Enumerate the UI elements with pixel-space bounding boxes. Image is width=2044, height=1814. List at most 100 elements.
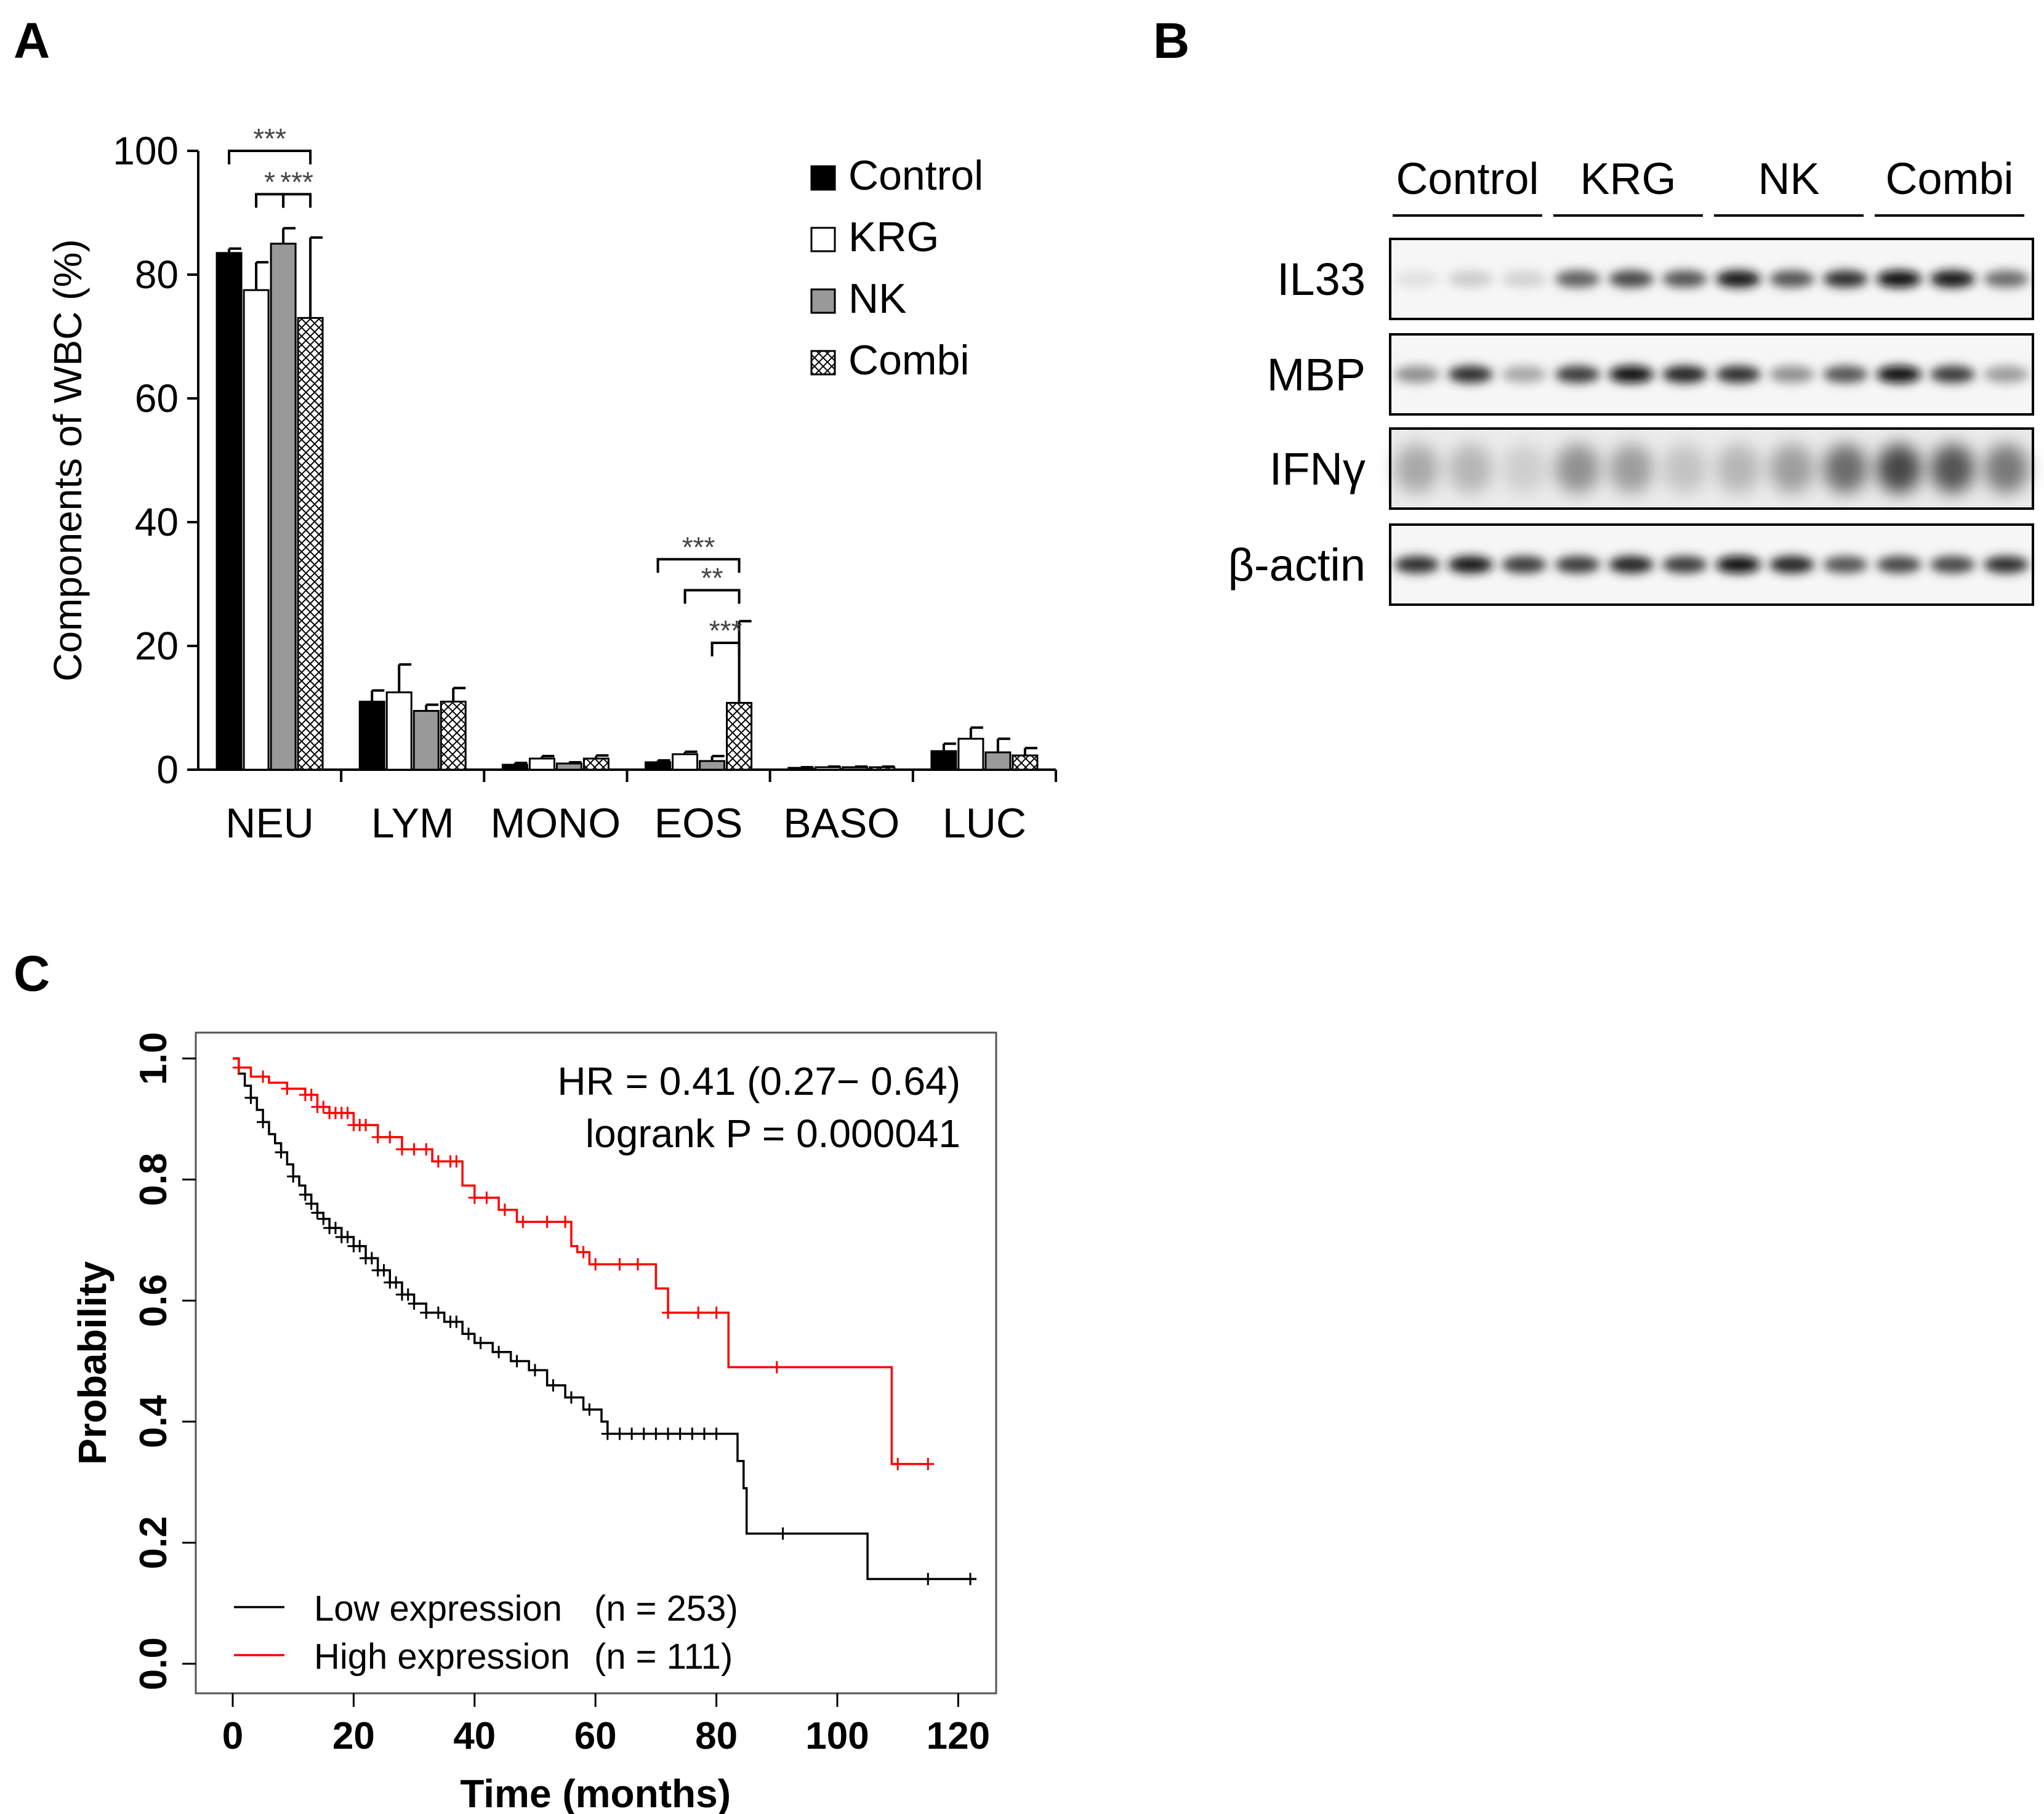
- censor-mark-low-expression: [626, 1427, 638, 1440]
- censor-mark-low-expression: [613, 1427, 626, 1440]
- blot-band: [1929, 270, 1976, 288]
- y-tick-label: 0.2: [132, 1516, 175, 1569]
- blot-band: [1983, 556, 2029, 573]
- censor-mark-high-expression: [232, 1061, 245, 1074]
- censor-mark-low-expression: [662, 1427, 675, 1440]
- blot-group-label-combi: Combi: [1885, 155, 2013, 204]
- survival-chart: 0 20 40 60 80 100 120 0.0 0.2 0.4 0.6 0.8 1.0 Time (m…: [70, 1031, 997, 1814]
- blot-frame: [1389, 238, 2034, 320]
- legend-n-high-expression: (n = 111): [594, 1637, 733, 1677]
- censor-mark-low-expression: [922, 1573, 935, 1586]
- significance-bracket: [282, 193, 312, 208]
- blot-frame: [1389, 523, 2034, 606]
- x-tick-label-eos: EOS: [654, 800, 743, 847]
- blot-row-label-ifn: IFNγ: [1269, 443, 1366, 494]
- blot-band: [1715, 270, 1761, 288]
- x-tick-label: 100: [805, 1715, 869, 1757]
- significance-label: ***: [682, 531, 715, 563]
- blot-band: [1662, 556, 1708, 573]
- blot-group-label-nk: NK: [1758, 155, 1819, 204]
- significance-bracket: [228, 150, 312, 164]
- wbc-bar-chart: 0 20 40 60 80 100 Components of WBC (%) NEU LYM M…: [46, 123, 1057, 847]
- blot-band: [1929, 366, 1976, 383]
- blot-band: [1876, 556, 1922, 573]
- censor-mark-high-expression: [710, 1306, 723, 1319]
- censor-mark-low-expression: [637, 1427, 650, 1440]
- bar-eos-combi: [726, 701, 753, 771]
- bar-eos-krg: [672, 753, 699, 771]
- blot-row-label-il33: IL33: [1277, 254, 1366, 305]
- blot-row-actin: [1389, 523, 2034, 606]
- censor-mark-high-expression: [341, 1107, 354, 1119]
- censor-mark-high-expression: [468, 1191, 481, 1204]
- blot-membrane: [1390, 429, 2033, 509]
- bar-mono-nk: [555, 762, 582, 771]
- censor-mark-low-expression: [401, 1288, 414, 1301]
- x-axis-title: Time (months): [460, 1772, 731, 1814]
- censor-mark-high-expression: [577, 1246, 590, 1259]
- bar-luc-nk: [984, 751, 1012, 771]
- bar-eos-control: [645, 761, 672, 771]
- blot-band: [1769, 366, 1815, 383]
- x-tick-label-luc: LUC: [943, 800, 1026, 847]
- bar-lym-krg: [385, 691, 412, 771]
- censor-mark-low-expression: [365, 1252, 378, 1265]
- blot-band: [1608, 366, 1654, 383]
- y-tick-label: 100: [113, 129, 179, 173]
- censor-mark-low-expression: [317, 1212, 330, 1225]
- censor-mark-low-expression: [510, 1355, 523, 1368]
- significance-bracket: [656, 558, 741, 573]
- censor-mark-low-expression: [450, 1315, 463, 1328]
- censor-mark-low-expression: [377, 1264, 390, 1277]
- censor-mark-high-expression: [408, 1143, 420, 1156]
- significance-label: *: [264, 166, 275, 198]
- blot-band: [1394, 556, 1440, 573]
- blot-band: [1447, 444, 1494, 493]
- legend-n-low-expression: (n = 253): [594, 1589, 738, 1629]
- censor-mark-low-expression: [305, 1197, 318, 1210]
- blot-band: [1501, 270, 1547, 288]
- censor-mark-high-expression: [432, 1155, 445, 1168]
- censor-mark-low-expression: [408, 1297, 420, 1310]
- y-tick-label: 1.0: [132, 1032, 175, 1085]
- blot-row-ifn: [1389, 427, 2034, 510]
- censor-mark-low-expression: [257, 1116, 270, 1129]
- x-tick-label-neu: NEU: [225, 800, 314, 847]
- significance-label: **: [701, 562, 723, 594]
- legend-label-low-expression: Low expression: [314, 1589, 562, 1629]
- blot-band: [1822, 270, 1869, 288]
- blot-band: [1447, 270, 1494, 288]
- legend-swatch-nk: [810, 288, 836, 314]
- blot-band: [1876, 270, 1922, 288]
- blot-band: [1662, 444, 1708, 493]
- censor-mark-high-expression: [371, 1131, 384, 1143]
- blot-band: [1822, 444, 1869, 493]
- y-tick-label: 80: [135, 252, 179, 297]
- censor-mark-high-expression: [589, 1258, 602, 1271]
- censor-mark-low-expression: [565, 1391, 577, 1404]
- legend-label-combi: Combi: [848, 337, 970, 384]
- y-tick-label: 0: [156, 748, 179, 792]
- censor-mark-low-expression: [601, 1427, 614, 1440]
- censor-mark-high-expression: [450, 1155, 463, 1168]
- censor-mark-high-expression: [317, 1100, 330, 1113]
- blot-band: [1876, 366, 1922, 383]
- censor-mark-high-expression: [384, 1131, 396, 1143]
- blot-band: [1983, 366, 2029, 383]
- blot-band: [1501, 444, 1547, 493]
- blot-membrane: [1390, 239, 2033, 319]
- x-tick-label-baso: BASO: [783, 800, 899, 847]
- x-tick-label: 0: [222, 1715, 243, 1757]
- legend-swatch-krg: [810, 227, 836, 252]
- blot-band: [1394, 366, 1440, 383]
- y-axis-title: Probability: [70, 1261, 115, 1465]
- blot-band: [1769, 444, 1815, 493]
- censor-mark-high-expression: [395, 1143, 408, 1156]
- blot-band: [1608, 270, 1654, 288]
- bar-neu-control: [215, 252, 243, 771]
- blot-band: [1876, 444, 1922, 493]
- censor-mark-low-expression: [299, 1188, 312, 1201]
- panel-label-a: A: [14, 13, 50, 69]
- blot-row-il33: [1389, 238, 2034, 320]
- blot-band: [1608, 556, 1654, 573]
